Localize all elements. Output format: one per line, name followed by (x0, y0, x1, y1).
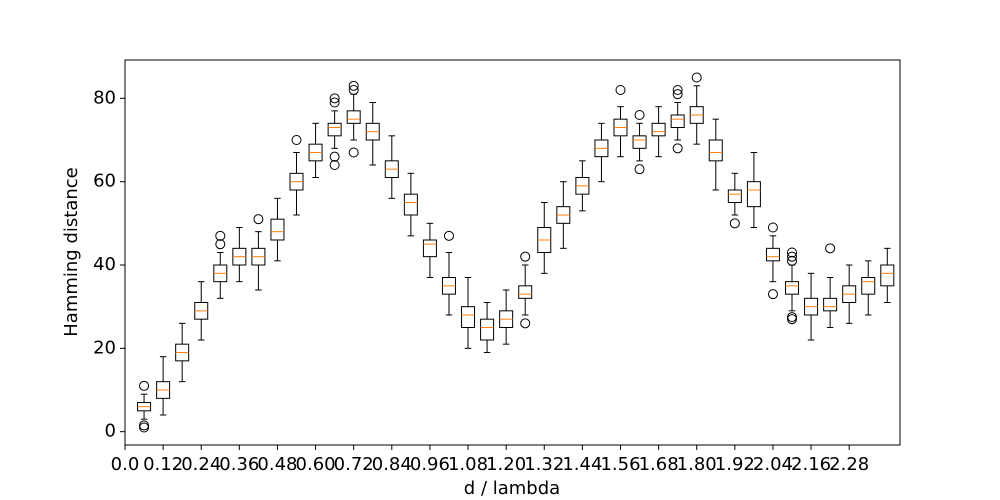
box (823, 297, 838, 312)
flier (729, 218, 740, 229)
flier (691, 72, 702, 83)
x-tick-label: 2.28 (829, 454, 869, 475)
box (480, 318, 495, 341)
box (422, 239, 437, 258)
x-tick-label: 0.84 (372, 454, 412, 475)
flier (634, 164, 645, 175)
y-tick-label: 80 (93, 87, 116, 108)
flier (139, 420, 150, 431)
x-tick-label: 1.44 (562, 454, 602, 475)
x-tick-label: 1.56 (600, 454, 640, 475)
y-tick-label: 20 (93, 337, 116, 358)
x-tick-label: 0.48 (257, 454, 297, 475)
x-tick-label: 0.0 (111, 454, 140, 475)
box (861, 277, 876, 295)
flier (787, 312, 798, 323)
box (765, 247, 780, 262)
y-tick-label: 60 (93, 171, 116, 192)
box (651, 122, 666, 137)
x-tick-label: 0.36 (219, 454, 259, 475)
y-axis-label: Hamming distance (61, 167, 82, 336)
flier (139, 380, 150, 391)
box (746, 181, 761, 208)
flier (672, 89, 683, 100)
box (461, 306, 476, 328)
flier (253, 214, 264, 225)
flier (291, 135, 302, 145)
plot-frame (124, 59, 901, 446)
x-tick-label: 1.32 (524, 454, 564, 475)
flier (672, 85, 683, 95)
x-tick-label: 0.60 (296, 454, 336, 475)
x-tick-label: 1.08 (448, 454, 488, 475)
box (727, 189, 742, 203)
flier (215, 239, 226, 250)
flier (520, 318, 531, 329)
x-axis-label: d / lambda (464, 478, 560, 499)
box (785, 281, 800, 295)
flier (787, 314, 798, 325)
flier (634, 110, 645, 120)
y-tick-label: 40 (93, 254, 116, 275)
flier (672, 143, 683, 154)
flier (767, 289, 778, 300)
y-tick-label: 0 (105, 421, 116, 442)
flier (348, 85, 359, 95)
flier (329, 93, 340, 104)
flier (348, 80, 359, 91)
flier (787, 255, 798, 266)
flier (787, 251, 798, 262)
flier (329, 151, 340, 162)
box (327, 122, 342, 137)
flier (329, 97, 340, 108)
flier (139, 422, 150, 433)
x-tick-label: 1.68 (639, 454, 679, 475)
flier (825, 243, 836, 254)
flier (520, 251, 531, 262)
x-tick-label: 0.96 (410, 454, 450, 475)
box (632, 135, 647, 149)
box (670, 114, 685, 128)
flier (329, 160, 340, 170)
box (270, 218, 285, 241)
x-tick-label: 1.20 (486, 454, 526, 475)
x-tick-label: 2.04 (753, 454, 793, 475)
x-tick-label: 1.80 (677, 454, 717, 475)
x-tick-label: 1.92 (715, 454, 755, 475)
flier (215, 230, 226, 241)
flier (615, 85, 626, 95)
box (518, 285, 533, 299)
box (403, 193, 418, 216)
flier (787, 247, 798, 258)
flier (348, 147, 359, 158)
x-tick-label: 2.16 (791, 454, 831, 475)
x-tick-label: 0.12 (143, 454, 183, 475)
box (880, 264, 895, 287)
box (708, 139, 723, 162)
box (346, 110, 361, 124)
flier (443, 230, 454, 241)
flier (767, 222, 778, 233)
x-tick-label: 0.72 (334, 454, 374, 475)
x-tick-label: 0.24 (181, 454, 221, 475)
